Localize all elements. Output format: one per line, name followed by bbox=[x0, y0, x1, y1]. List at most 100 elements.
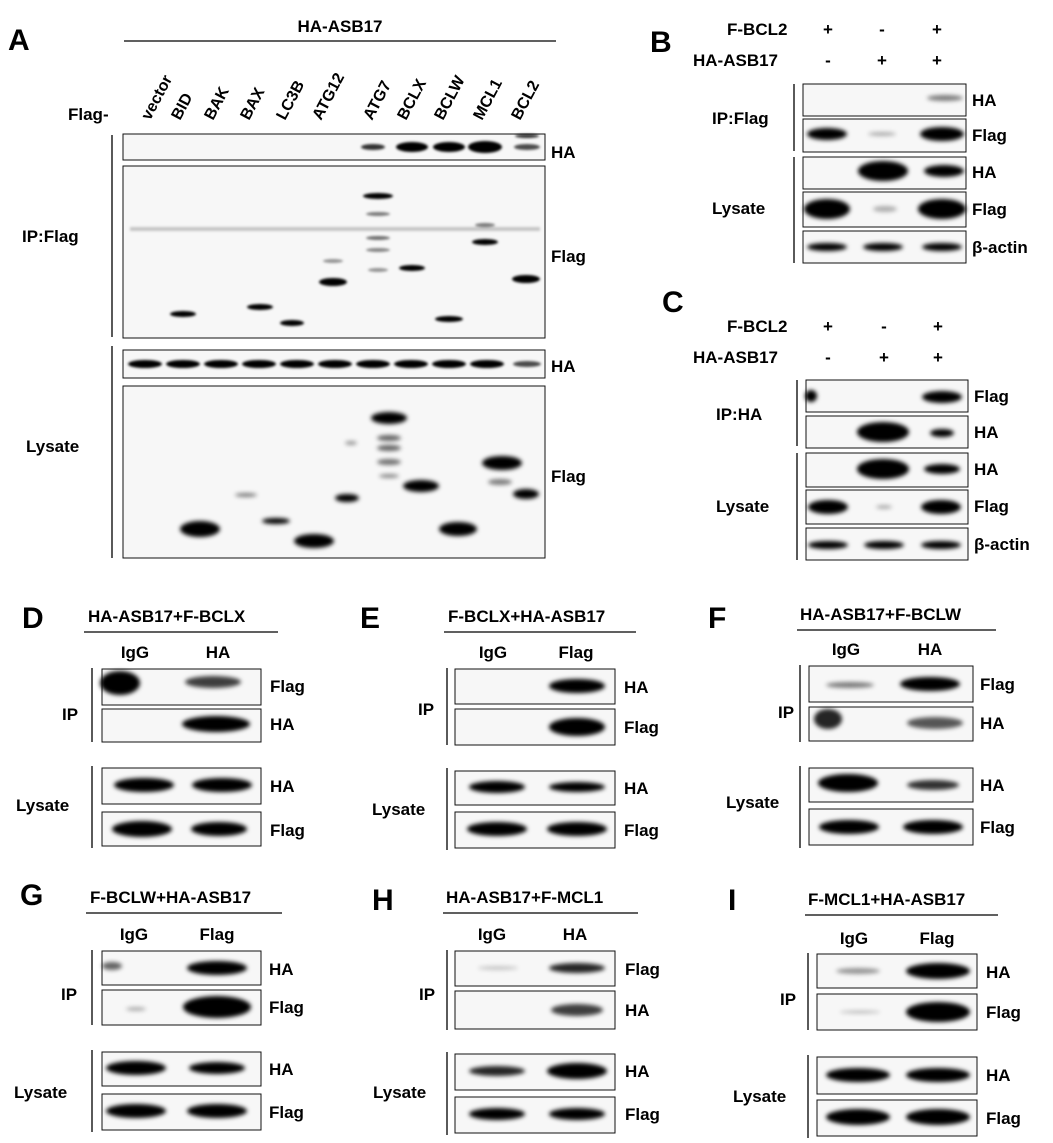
panel-a-letter: A bbox=[8, 24, 30, 57]
panel-f-label-1: Flag bbox=[980, 675, 1015, 694]
panel-e-label-2: Flag bbox=[624, 718, 659, 737]
panel-b-blot-label-1: HA bbox=[972, 91, 997, 110]
panel-h-label-1: Flag bbox=[625, 960, 660, 979]
panel-g-label-2: Flag bbox=[269, 998, 304, 1017]
panel-c-letter: C bbox=[662, 286, 684, 319]
panel-d-lane-2: HA bbox=[206, 643, 231, 662]
panel-e-label-3: HA bbox=[624, 779, 649, 798]
panel-b-row-1-sign-1: + bbox=[823, 20, 833, 39]
panel-a-blot-label-4: Flag bbox=[551, 467, 586, 486]
panel-f: F HA-ASB17+F-BCLW IgG HA IP Lysate Flag … bbox=[708, 602, 1015, 848]
panel-d-label-3: HA bbox=[270, 777, 295, 796]
panel-b-row-2-label: HA-ASB17 bbox=[693, 51, 778, 70]
panel-e-label-1: HA bbox=[624, 678, 649, 697]
panel-i-lane-2: Flag bbox=[920, 929, 955, 948]
panel-f-group-ip: IP bbox=[778, 703, 794, 722]
panel-i-group-lysate: Lysate bbox=[733, 1087, 786, 1106]
panel-h-group-ip: IP bbox=[419, 985, 435, 1004]
lane-label-mcl1: MCL1 bbox=[471, 76, 507, 123]
panel-f-lane-2: HA bbox=[918, 640, 943, 659]
panel-i-group-ip: IP bbox=[780, 990, 796, 1009]
panel-g-title: F-BCLW+HA-ASB17 bbox=[90, 888, 251, 907]
lane-label-bcl2: BCL2 bbox=[509, 78, 544, 123]
panel-c-row-1-sign-1: + bbox=[823, 317, 833, 336]
panel-d-group-ip: IP bbox=[62, 705, 78, 724]
panel-h-lane-1: IgG bbox=[478, 925, 506, 944]
panel-c-blot-label-4: Flag bbox=[974, 497, 1009, 516]
panel-h-label-3: HA bbox=[625, 1062, 650, 1081]
panel-e-letter: E bbox=[360, 602, 380, 635]
panel-c-row-2-sign-1: - bbox=[825, 348, 831, 367]
lane-label-bclx: BCLX bbox=[395, 76, 431, 123]
panel-a-blot-label-3: HA bbox=[551, 357, 576, 376]
panel-a-blot-ip-ha bbox=[122, 133, 546, 161]
panel-a-blot-label-1: HA bbox=[551, 143, 576, 162]
panel-b-row-1-label: F-BCL2 bbox=[727, 20, 787, 39]
panel-i-label-2: Flag bbox=[986, 1003, 1021, 1022]
lane-label-bax: BAX bbox=[238, 85, 269, 123]
panel-h-lane-2: HA bbox=[563, 925, 588, 944]
panel-b-group-lysate: Lysate bbox=[712, 199, 765, 218]
panel-e-lane-1: IgG bbox=[479, 643, 507, 662]
panel-a-lane-labels: vector BID BAK BAX LC3B ATG12 ATG7 BCLX … bbox=[139, 70, 544, 123]
panel-b-blot-label-2: Flag bbox=[972, 126, 1007, 145]
panel-h: H HA-ASB17+F-MCL1 IgG HA IP Lysate Flag … bbox=[372, 884, 660, 1135]
panel-f-letter: F bbox=[708, 602, 726, 635]
lane-label-lc3b: LC3B bbox=[274, 78, 309, 123]
panel-i-title: F-MCL1+HA-ASB17 bbox=[808, 890, 965, 909]
panel-b-blot-label-3: HA bbox=[972, 163, 997, 182]
panel-a: A HA-ASB17 Flag- vector BID BAK BAX LC3B… bbox=[8, 17, 586, 559]
lane-label-bak: BAK bbox=[202, 84, 233, 123]
panel-a-blot-lysate-flag bbox=[122, 385, 546, 559]
panel-i-label-1: HA bbox=[986, 963, 1011, 982]
panel-c-row-2-sign-3: + bbox=[933, 348, 943, 367]
panel-c-group-lysate: Lysate bbox=[716, 497, 769, 516]
panel-b-row-2-sign-3: + bbox=[932, 51, 942, 70]
panel-d-label-1: Flag bbox=[270, 677, 305, 696]
panel-e-lane-2: Flag bbox=[559, 643, 594, 662]
lane-label-atg12: ATG12 bbox=[310, 70, 349, 123]
panel-h-label-4: Flag bbox=[625, 1105, 660, 1124]
panel-d-lane-1: IgG bbox=[121, 643, 149, 662]
panel-b-row-2-sign-2: + bbox=[877, 51, 887, 70]
panel-b-row-2-sign-1: - bbox=[825, 51, 831, 70]
panel-e-group-lysate: Lysate bbox=[372, 800, 425, 819]
panel-f-lane-1: IgG bbox=[832, 640, 860, 659]
panel-c-row-2-sign-2: + bbox=[879, 348, 889, 367]
panel-f-label-4: Flag bbox=[980, 818, 1015, 837]
panel-g-group-lysate: Lysate bbox=[14, 1083, 67, 1102]
panel-i-lane-1: IgG bbox=[840, 929, 868, 948]
panel-b: B F-BCL2 + - + HA-ASB17 - + + IP:Flag Ly… bbox=[650, 20, 1028, 264]
panel-d-title: HA-ASB17+F-BCLX bbox=[88, 607, 246, 626]
panel-i-letter: I bbox=[728, 884, 736, 917]
panel-c-blot-label-2: HA bbox=[974, 423, 999, 442]
panel-e-label-4: Flag bbox=[624, 821, 659, 840]
panel-g-letter: G bbox=[20, 879, 43, 912]
lane-label-bclw: BCLW bbox=[432, 73, 470, 123]
panel-f-label-2: HA bbox=[980, 714, 1005, 733]
panel-b-row-1-sign-2: - bbox=[879, 20, 885, 39]
panel-a-row-prefix: Flag- bbox=[68, 105, 109, 124]
panel-c-blots bbox=[805, 379, 969, 561]
panel-h-label-2: HA bbox=[625, 1001, 650, 1020]
panel-d-letter: D bbox=[22, 602, 44, 635]
panel-i: I F-MCL1+HA-ASB17 IgG Flag IP Lysate HA … bbox=[728, 884, 1021, 1138]
panel-d: D HA-ASB17+F-BCLX IgG HA IP Lysate Flag … bbox=[16, 602, 305, 848]
panel-g-group-ip: IP bbox=[61, 985, 77, 1004]
panel-f-group-lysate: Lysate bbox=[726, 793, 779, 812]
panel-g-label-4: Flag bbox=[269, 1103, 304, 1122]
panel-c-row-1-sign-3: + bbox=[933, 317, 943, 336]
panel-d-label-2: HA bbox=[270, 715, 295, 734]
panel-a-blot-ip-flag bbox=[122, 165, 546, 339]
panel-e: E F-BCLX+HA-ASB17 IgG Flag IP Lysate HA … bbox=[360, 602, 659, 850]
panel-d-label-4: Flag bbox=[270, 821, 305, 840]
panel-c-blot-label-5: β-actin bbox=[974, 535, 1030, 554]
panel-i-label-4: Flag bbox=[986, 1109, 1021, 1128]
lane-label-bid: BID bbox=[169, 91, 197, 123]
panel-g-label-1: HA bbox=[269, 960, 294, 979]
panel-g-lane-2: Flag bbox=[200, 925, 235, 944]
panel-b-row-1-sign-3: + bbox=[932, 20, 942, 39]
panel-a-group-lysate: Lysate bbox=[26, 437, 79, 456]
panel-b-letter: B bbox=[650, 26, 672, 59]
